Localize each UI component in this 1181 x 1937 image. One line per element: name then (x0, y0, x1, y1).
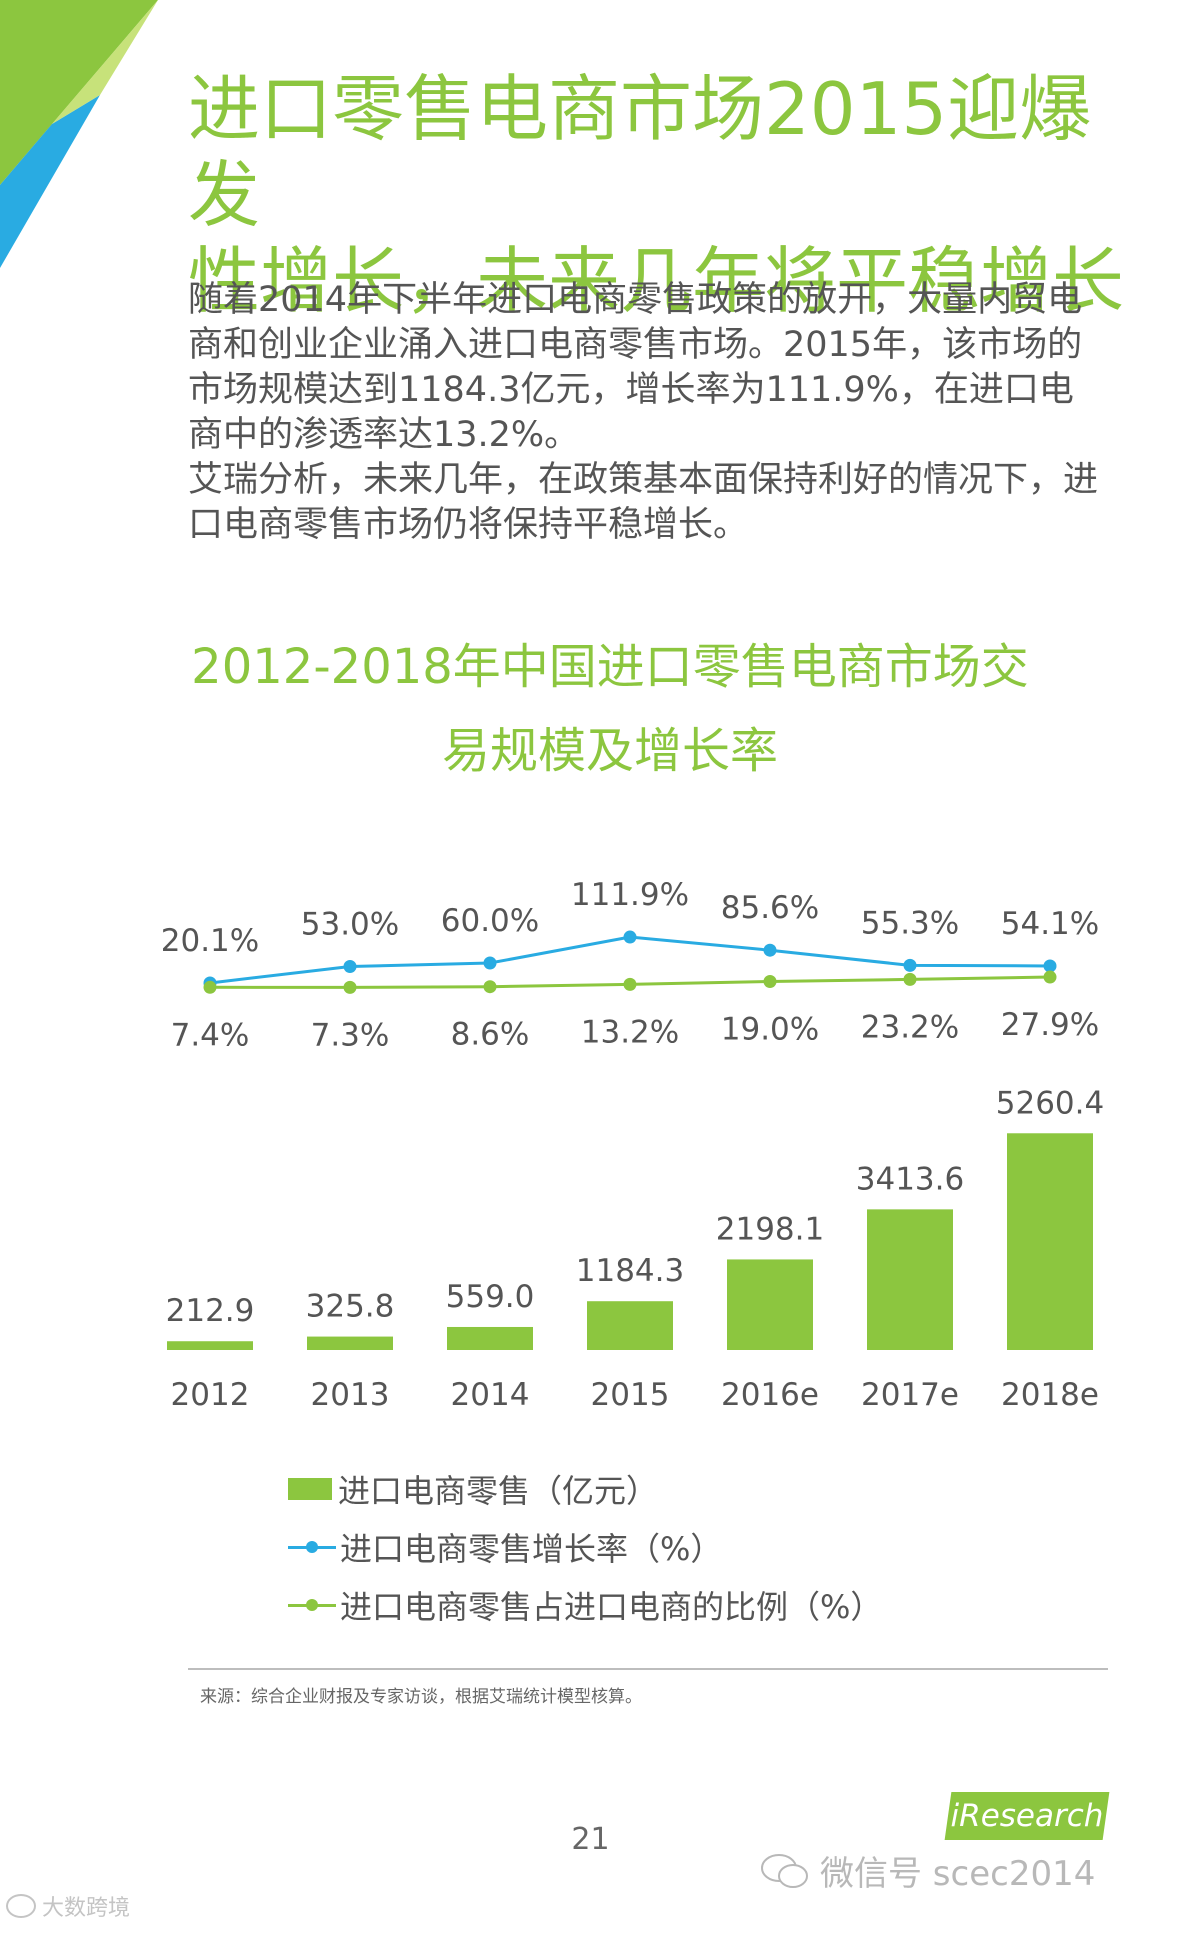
growth-point-2017e (903, 958, 917, 972)
growth-point-2018e (1043, 959, 1057, 973)
x-tick-label-2013: 2013 (311, 1377, 390, 1413)
wechat-watermark-text: 微信号 scec2014 (820, 1854, 1096, 1894)
growth-label-2014: 60.0% (441, 903, 539, 939)
share-label-2018e: 27.9% (1001, 1007, 1099, 1043)
bottom-watermark: 大数跨境 (6, 1890, 130, 1922)
growth-label-2013: 53.0% (301, 907, 399, 943)
legend-line-green-swatch (288, 1594, 336, 1616)
share-point-2017e (903, 972, 917, 986)
bar-2013 (307, 1336, 393, 1350)
bar-2015 (587, 1301, 673, 1350)
x-tick-label-2018e: 2018e (1001, 1377, 1099, 1413)
bar-2012 (167, 1341, 253, 1350)
legend-item-growth: 进口电商零售增长率（%） (288, 1518, 882, 1576)
growth-label-2015: 111.9% (571, 877, 689, 913)
legend-line-blue-swatch (288, 1536, 336, 1558)
growth-point-2013 (343, 960, 357, 973)
share-point-2012 (203, 980, 217, 994)
growth-point-2014 (483, 956, 497, 970)
x-tick-label-2015: 2015 (591, 1377, 670, 1413)
bar-2017e (867, 1209, 953, 1350)
legend-bar-swatch (288, 1478, 332, 1500)
bar-2014 (447, 1326, 533, 1350)
body-text: 随着2014年下半年进口电商零售政策的放开，大量内贸电商和创业企业涌入进口电商零… (188, 278, 1108, 548)
page-number: 21 (571, 1822, 610, 1857)
bar-value-label-2016e: 2198.1 (716, 1211, 824, 1247)
legend-label-sales: 进口电商零售（亿元） (338, 1472, 659, 1510)
legend-item-share: 进口电商零售占进口电商的比例（%） (288, 1576, 882, 1634)
legend-label-share: 进口电商零售占进口电商的比例（%） (340, 1588, 883, 1626)
share-point-2014 (483, 980, 497, 994)
share-point-2013 (343, 980, 357, 994)
bar-value-label-2012: 212.9 (166, 1293, 255, 1329)
x-tick-label-2017e: 2017e (861, 1377, 959, 1413)
chart-legend: 进口电商零售（亿元） 进口电商零售增长率（%） 进口电商零售占进口电商的比例（%… (288, 1460, 882, 1634)
wechat-icon (761, 1853, 808, 1888)
share-label-2014: 8.6% (451, 1017, 530, 1053)
share-label-2013: 7.3% (311, 1017, 390, 1053)
growth-label-2016e: 85.6% (721, 890, 819, 926)
growth-point-2016e (763, 943, 777, 957)
bar-value-label-2013: 325.8 (306, 1289, 395, 1325)
bottom-watermark-text: 大数跨境 (42, 1896, 131, 1921)
body-paragraph-1: 随着2014年下半年进口电商零售政策的放开，大量内贸电商和创业企业涌入进口电商零… (188, 280, 1083, 455)
body-paragraph-2: 艾瑞分析，未来几年，在政策基本面保持利好的情况下，进口电商零售市场仍将保持平稳增… (188, 460, 1099, 545)
x-tick-label-2016e: 2016e (721, 1377, 819, 1413)
share-label-2012: 7.4% (171, 1017, 250, 1053)
page-title-line1: 进口零售电商市场2015迎爆发 (188, 67, 1092, 237)
bar-2016e (727, 1259, 813, 1350)
legend-item-sales: 进口电商零售（亿元） (288, 1460, 882, 1518)
share-point-2018e (1043, 970, 1057, 984)
source-divider (188, 1668, 1108, 1670)
bar-value-label-2014: 559.0 (446, 1279, 535, 1315)
chart-title-line1: 2012-2018年中国进口零售电商市场交 (191, 639, 1029, 695)
x-tick-label-2012: 2012 (171, 1377, 250, 1413)
share-label-2015: 13.2% (581, 1014, 679, 1050)
growth-point-2015 (623, 930, 637, 944)
watermark-logo-icon (6, 1894, 36, 1918)
page-title: 进口零售电商市场2015迎爆发 性增长，未来几年将平稳增长 (188, 66, 1128, 324)
share-point-2016e (763, 975, 777, 988)
share-point-2015 (623, 977, 637, 991)
chart-title: 2012-2018年中国进口零售电商市场交 易规模及增长率 (150, 625, 1070, 793)
bar-value-label-2015: 1184.3 (576, 1253, 684, 1289)
bar-2018e (1007, 1133, 1093, 1350)
chart: 212.9 2012 20.1% 7.4% 325.8 2013 53.0% 7.3% 559.… (161, 877, 1104, 1413)
chart-title-line2: 易规模及增长率 (441, 723, 778, 779)
legend-label-growth: 进口电商零售增长率（%） (340, 1530, 723, 1568)
growth-label-2017e: 55.3% (861, 905, 959, 941)
page-title-line2: 性增长，未来几年将平稳增长 (188, 239, 1125, 323)
growth-label-2012: 20.1% (161, 923, 259, 959)
share-label-2017e: 23.2% (861, 1009, 959, 1045)
bar-value-label-2017e: 3413.6 (856, 1161, 964, 1197)
bar-value-label-2018e: 5260.4 (996, 1085, 1104, 1121)
growth-label-2018e: 54.1% (1001, 906, 1099, 942)
wechat-watermark: 微信号 scec2014 (760, 1846, 1095, 1895)
share-label-2016e: 19.0% (721, 1012, 819, 1048)
growth-rate-line (209, 935, 1051, 985)
x-tick-label-2014: 2014 (451, 1377, 530, 1413)
source-note: 来源：综合企业财报及专家访谈，根据艾瑞统计模型核算。 (200, 1687, 642, 1707)
corner-decoration (0, 0, 158, 268)
